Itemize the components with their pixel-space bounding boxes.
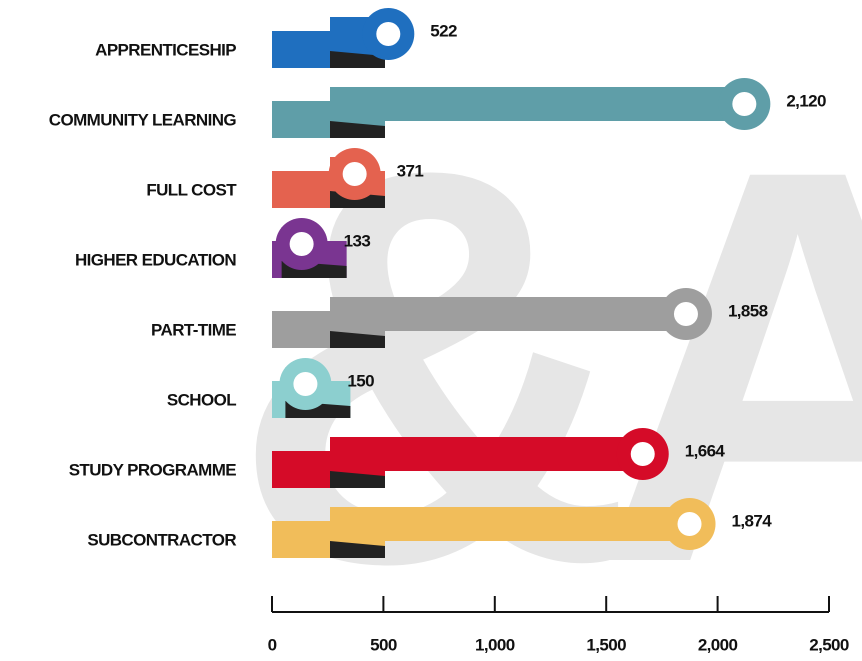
bar bbox=[330, 437, 643, 471]
bar-end-hole bbox=[290, 232, 314, 256]
category-label: APPRENTICESHIP bbox=[95, 40, 236, 59]
category-label: FULL COST bbox=[146, 180, 237, 199]
bar bbox=[330, 87, 744, 121]
x-tick-label: 2,000 bbox=[698, 635, 738, 654]
value-label: 522 bbox=[430, 21, 457, 40]
chart: &A 0 500 1,000 1,500 2,000 2,500 APPRENTICESHI… bbox=[0, 0, 862, 661]
bar-end-hole bbox=[678, 512, 702, 536]
value-label: 133 bbox=[344, 231, 371, 250]
value-label: 150 bbox=[347, 371, 374, 390]
bar bbox=[330, 507, 690, 541]
value-label: 1,858 bbox=[728, 301, 768, 320]
value-label: 1,874 bbox=[732, 511, 773, 530]
x-tick-label: 1,000 bbox=[475, 635, 515, 654]
bar-end-hole bbox=[343, 162, 367, 186]
value-label: 2,120 bbox=[786, 91, 826, 110]
bar-end-hole bbox=[674, 302, 698, 326]
category-label: PART-TIME bbox=[151, 320, 236, 339]
x-tick-label: 2,500 bbox=[809, 635, 849, 654]
value-label: 371 bbox=[397, 161, 424, 180]
x-tick-label: 500 bbox=[370, 635, 397, 654]
bar-end-hole bbox=[732, 92, 756, 116]
category-label: HIGHER EDUCATION bbox=[75, 250, 236, 269]
category-label: SCHOOL bbox=[167, 390, 236, 409]
value-label: 1,664 bbox=[685, 441, 726, 460]
bar-end-hole bbox=[376, 22, 400, 46]
bar-end-hole bbox=[293, 372, 317, 396]
watermark: &A bbox=[231, 53, 862, 661]
category-label: COMMUNITY LEARNING bbox=[49, 110, 237, 129]
category-label: STUDY PROGRAMME bbox=[69, 460, 237, 479]
x-tick-label: 1,500 bbox=[586, 635, 626, 654]
category-label: SUBCONTRACTOR bbox=[87, 530, 236, 549]
bar-end-hole bbox=[631, 442, 655, 466]
bar bbox=[330, 297, 686, 331]
x-tick-label: 0 bbox=[268, 635, 277, 654]
